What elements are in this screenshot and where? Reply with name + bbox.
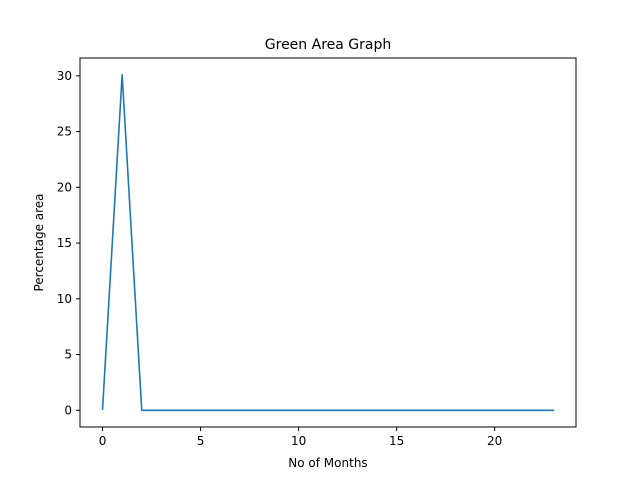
- y-tick-label: 5: [64, 348, 72, 362]
- y-tick-label: 10: [57, 292, 72, 306]
- x-tick-label: 15: [389, 434, 404, 448]
- y-tick-label: 20: [57, 180, 72, 194]
- series-line: [101, 73, 555, 412]
- y-tick-label: 25: [57, 125, 72, 139]
- x-axis-label: No of Months: [288, 456, 367, 470]
- x-tick-label: 5: [197, 434, 205, 448]
- chart-title: Green Area Graph: [265, 37, 391, 53]
- x-tick-label: 20: [487, 434, 502, 448]
- x-tick-label: 0: [99, 434, 107, 448]
- x-tick-label: 10: [291, 434, 306, 448]
- y-tick-label: 15: [57, 236, 72, 250]
- y-axis-label: Percentage area: [32, 193, 46, 291]
- y-tick-label: 30: [57, 69, 72, 83]
- plot-frame: [79, 57, 577, 428]
- y-tick-label: 0: [64, 403, 72, 417]
